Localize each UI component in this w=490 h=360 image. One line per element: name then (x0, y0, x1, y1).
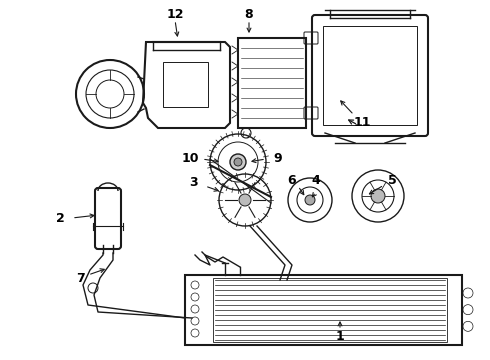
Circle shape (239, 194, 251, 206)
Bar (163, 62, 208, 107)
Text: 9: 9 (274, 152, 282, 165)
Text: 10: 10 (181, 152, 199, 165)
Text: 7: 7 (75, 271, 84, 284)
Text: 8: 8 (245, 8, 253, 21)
Text: 11: 11 (353, 116, 371, 129)
Text: 2: 2 (56, 211, 64, 225)
Circle shape (371, 189, 385, 203)
Text: 4: 4 (312, 174, 320, 186)
Bar (323, 26, 417, 125)
Text: 1: 1 (336, 330, 344, 343)
Circle shape (234, 158, 242, 166)
Text: 12: 12 (166, 8, 184, 21)
Circle shape (230, 154, 246, 170)
Text: 6: 6 (288, 174, 296, 186)
Bar (238, 38, 306, 128)
Bar (213, 278, 447, 342)
Bar (185, 275, 462, 345)
Circle shape (305, 195, 315, 205)
Text: 5: 5 (388, 174, 396, 186)
Text: 3: 3 (189, 176, 197, 189)
